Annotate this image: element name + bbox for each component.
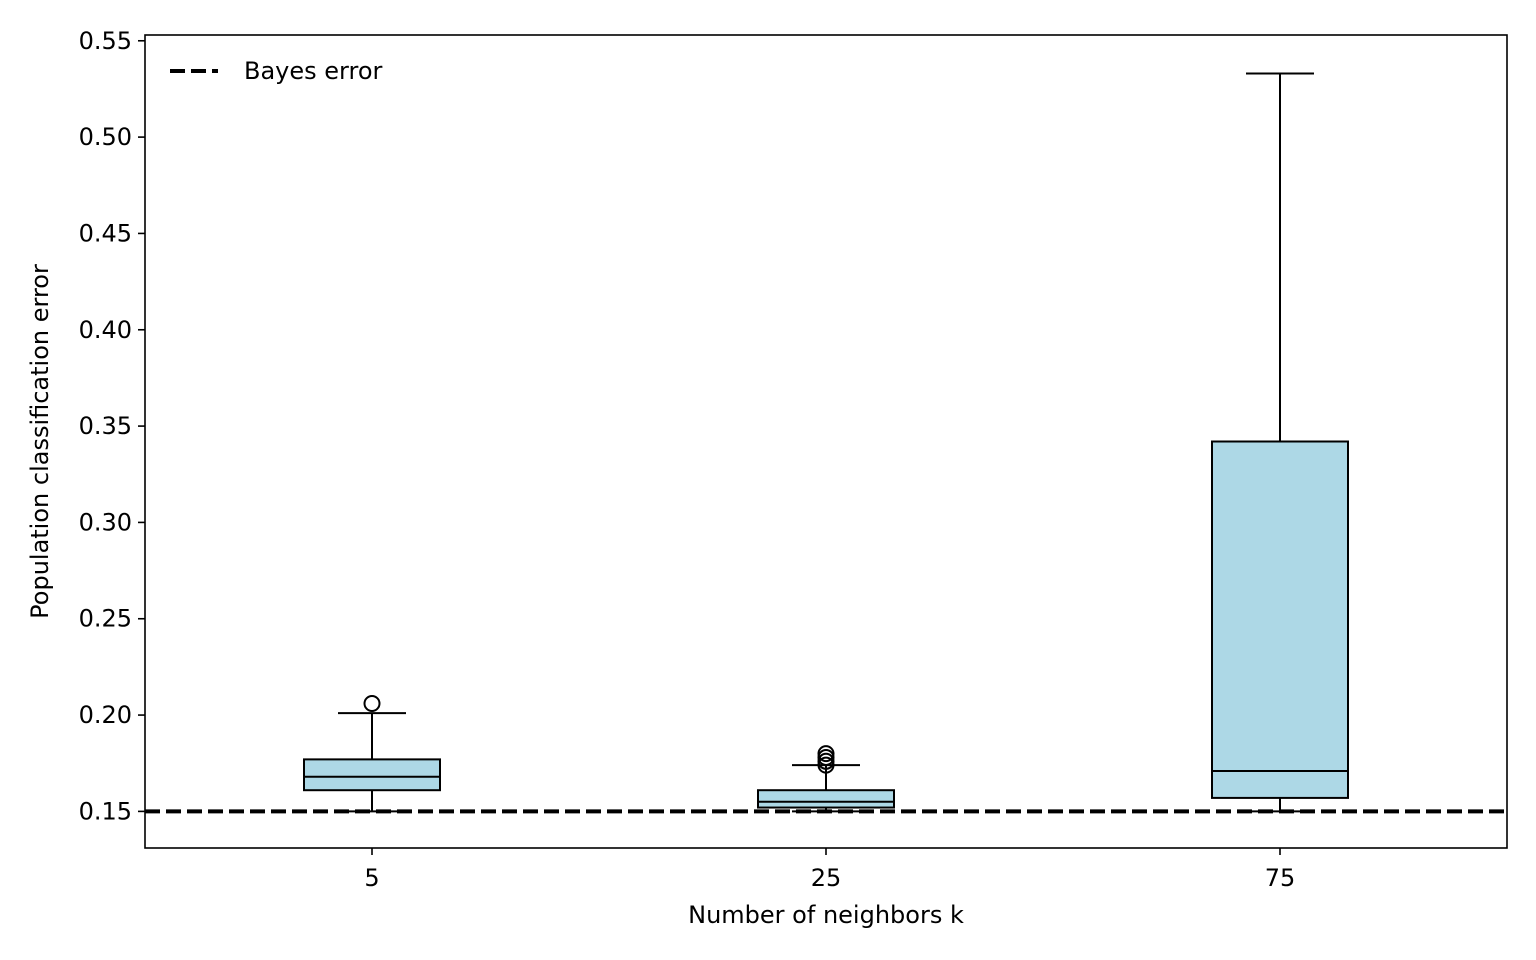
y-tick-label: 0.50 [79,123,132,151]
box-iqr [303,758,441,792]
plot-content [145,72,1507,814]
y-tick-label: 0.45 [79,219,132,247]
y-tick-label: 0.35 [79,412,132,440]
box-iqr [1211,440,1349,799]
y-axis: 0.15 0.20 0.25 0.30 0.35 0.40 0.45 0.50 0.55 [79,27,145,825]
y-tick-label: 0.40 [79,316,132,344]
y-tick-label: 0.20 [79,701,132,729]
outlier-point [817,745,835,763]
outlier-point [363,695,381,713]
box-group-k-75 [1211,72,1349,813]
box-iqr [757,789,895,809]
legend: Bayes error [170,57,383,85]
y-tick-label: 0.55 [79,27,132,55]
y-tick-label: 0.25 [79,605,132,633]
y-tick-label: 0.15 [79,797,132,825]
x-axis-label: Number of neighbors k [688,901,964,929]
y-axis-label: Population classification error [26,264,54,619]
x-axis: 5 25 75 [364,848,1295,892]
x-tick-label: 75 [1265,864,1296,892]
legend-label-bayes-error: Bayes error [244,57,383,85]
x-tick-label: 5 [364,864,379,892]
x-tick-label: 25 [811,864,842,892]
box-group-k-25 [757,745,895,813]
y-tick-label: 0.30 [79,508,132,536]
box-group-k-5 [303,695,441,813]
